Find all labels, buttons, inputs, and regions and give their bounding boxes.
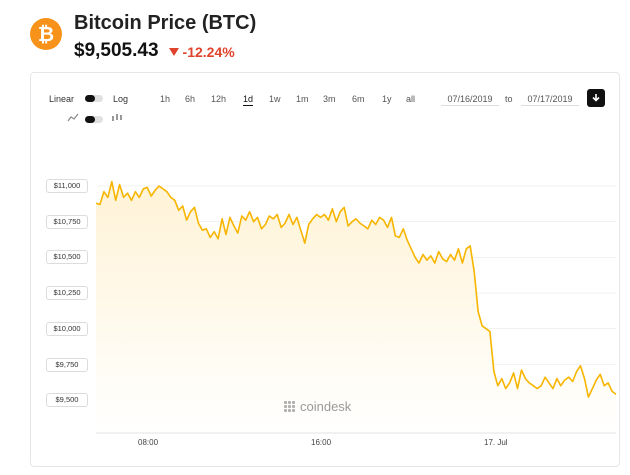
download-icon: [592, 94, 600, 102]
y-tick-label: $10,500: [46, 250, 88, 265]
x-tick-label: 17. Jul: [484, 438, 508, 447]
range-1d[interactable]: 1d: [243, 94, 254, 106]
header: ₿ Bitcoin Price (BTC) $9,505.43 -12.24%: [30, 12, 610, 68]
current-price: $9,505.43: [74, 40, 159, 61]
price-chart-svg: [95, 180, 617, 434]
chart-type-toggle-knob: [85, 116, 95, 123]
range-3m[interactable]: 3m: [323, 94, 336, 104]
date-to-label: to: [505, 94, 513, 104]
linear-label: Linear: [49, 94, 75, 104]
range-6m[interactable]: 6m: [352, 94, 365, 104]
range-1m[interactable]: 1m: [296, 94, 309, 104]
range-1h[interactable]: 1h: [160, 94, 171, 104]
page-title: Bitcoin Price (BTC): [74, 12, 257, 34]
down-arrow-icon: [168, 48, 179, 56]
range-1y[interactable]: 1y: [382, 94, 392, 104]
price-area: [96, 181, 616, 433]
date-to-input[interactable]: [521, 92, 579, 106]
chart-card: Linear Log 1h 6h 12h 1d 1w 1m 3m 6m 1y a…: [30, 72, 620, 467]
price-line[interactable]: [95, 180, 617, 398]
x-tick-label: 08:00: [138, 438, 159, 447]
y-tick-label: $9,750: [46, 357, 88, 372]
y-tick-label: $10,750: [46, 214, 88, 229]
price-row: $9,505.43 -12.24%: [74, 40, 235, 62]
y-tick-label: $9,500: [46, 393, 88, 408]
scale-toggle-knob: [85, 95, 95, 102]
y-tick-label: $10,000: [46, 321, 88, 336]
line-chart-icon[interactable]: [67, 113, 79, 123]
watermark-text: coindesk: [300, 399, 352, 414]
scale-toggle[interactable]: [85, 95, 103, 102]
chart-type-controls: [67, 113, 127, 127]
y-tick-label: $11,000: [46, 179, 88, 193]
range-6h[interactable]: 6h: [185, 94, 196, 104]
date-from-input[interactable]: [441, 92, 499, 106]
chart-controls: Linear Log 1h 6h 12h 1d 1w 1m 3m 6m 1y a…: [49, 89, 605, 113]
range-all[interactable]: all: [406, 94, 416, 104]
coindesk-logo-icon: [284, 400, 296, 413]
y-tick-label: $10,250: [46, 286, 88, 301]
coindesk-watermark: coindesk: [284, 399, 351, 414]
x-tick-label: 16:00: [311, 438, 332, 447]
chart-type-toggle[interactable]: [85, 116, 103, 123]
range-1w[interactable]: 1w: [269, 94, 281, 104]
download-button[interactable]: [587, 89, 605, 107]
price-chart: $11,000 $10,750 $10,500 $10,250 $10,000 …: [39, 151, 619, 451]
range-12h[interactable]: 12h: [211, 94, 227, 104]
price-change-value: -12.24%: [182, 44, 235, 60]
log-label[interactable]: Log: [113, 94, 129, 104]
price-change: -12.24%: [168, 44, 235, 60]
candlestick-icon[interactable]: [111, 113, 123, 123]
bitcoin-logo-icon: ₿: [30, 18, 62, 50]
